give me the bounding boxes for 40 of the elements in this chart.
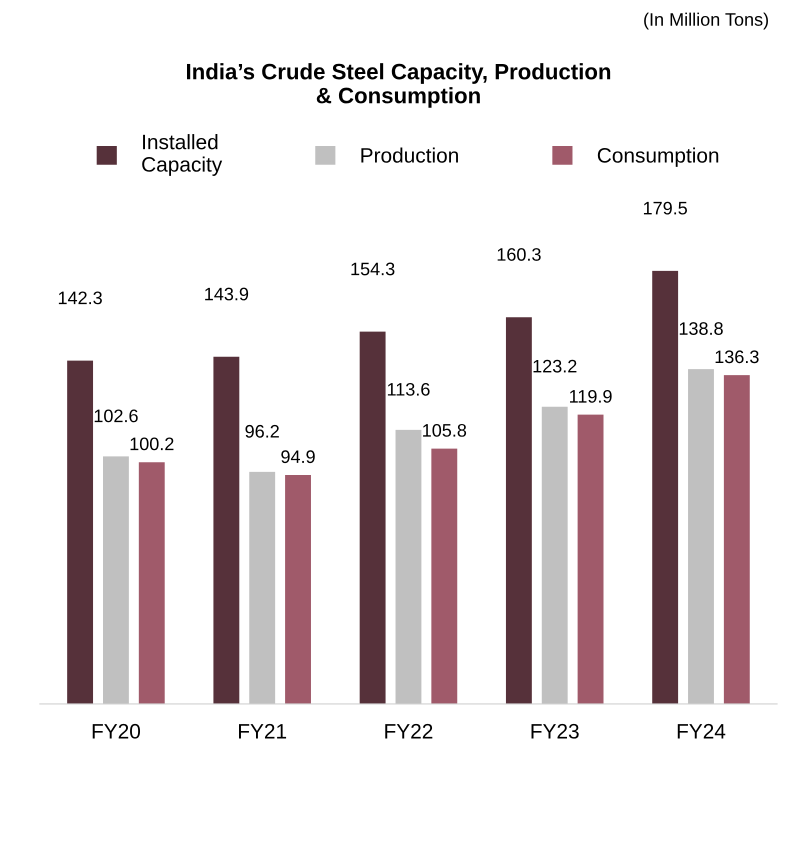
data-label: 123.2 (534, 360, 576, 373)
legend-label: Consumption (598, 147, 718, 167)
x-tick-label: FY24 (678, 724, 726, 738)
bar (724, 375, 750, 704)
x-tick-label: FY23 (532, 724, 579, 739)
bar (688, 369, 714, 704)
bar (652, 270, 678, 704)
x-tick-label: FY20 (92, 724, 140, 739)
bar (506, 317, 532, 704)
data-label: 160.3 (498, 248, 541, 261)
bar (542, 406, 568, 704)
data-label: 96.2 (245, 424, 279, 438)
legend-label: Installed Capacity (142, 134, 222, 176)
bar (213, 356, 240, 704)
data-label: 142.3 (58, 291, 102, 304)
bar (138, 462, 165, 704)
bar (67, 360, 94, 704)
text: (In Million Tons) (644, 12, 768, 30)
x-tick-label: FY21 (239, 724, 286, 738)
bar (249, 472, 276, 704)
data-label: 113.6 (388, 382, 430, 396)
data-label: 154.3 (351, 262, 394, 276)
data-label: 138.8 (680, 322, 723, 335)
data-label: 179.5 (644, 202, 687, 215)
bar (285, 474, 311, 704)
bar (578, 414, 604, 704)
chart-title: India’s Crude Steel Capacity, Production & Consumption (186, 63, 610, 108)
data-label: 143.9 (205, 288, 248, 300)
bar (102, 456, 129, 704)
bar (431, 448, 458, 704)
data-label: 100.2 (130, 438, 174, 450)
data-label: 102.6 (94, 409, 138, 422)
legend-label: Production (361, 147, 458, 163)
data-label: 105.8 (423, 424, 466, 437)
bar (396, 430, 422, 704)
data-label: 119.9 (570, 390, 612, 403)
data-label: 136.3 (716, 350, 759, 364)
x-tick-label: FY22 (385, 724, 432, 738)
bar (360, 332, 386, 704)
data-label: 94.9 (281, 450, 315, 464)
